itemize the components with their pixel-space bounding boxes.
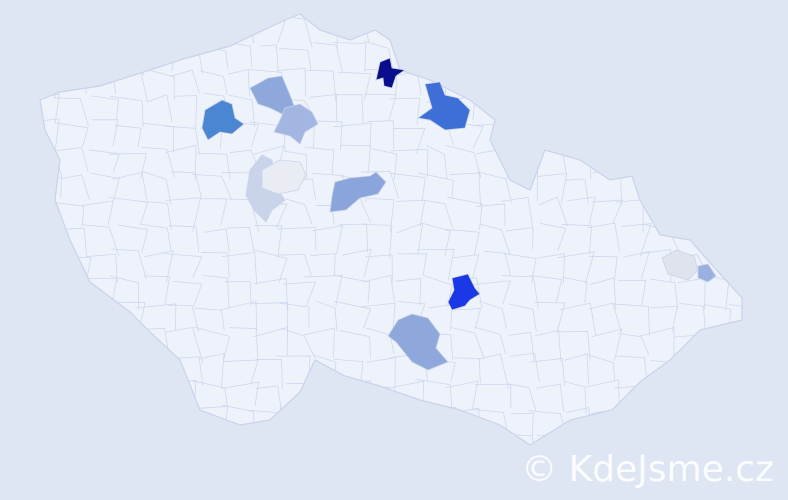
highlighted-district[interactable] (447, 273, 481, 311)
highlighted-district[interactable] (416, 81, 471, 131)
highlighted-districts (201, 57, 717, 371)
highlighted-district[interactable] (201, 99, 245, 141)
watermark: © KdeJsme.cz (521, 449, 774, 490)
highlighted-district[interactable] (387, 313, 449, 371)
highlighted-district[interactable] (329, 171, 387, 213)
highlighted-district[interactable] (273, 103, 319, 145)
highlighted-district[interactable] (375, 57, 407, 89)
highlighted-district[interactable] (261, 159, 307, 195)
highlighted-district[interactable] (697, 263, 717, 283)
